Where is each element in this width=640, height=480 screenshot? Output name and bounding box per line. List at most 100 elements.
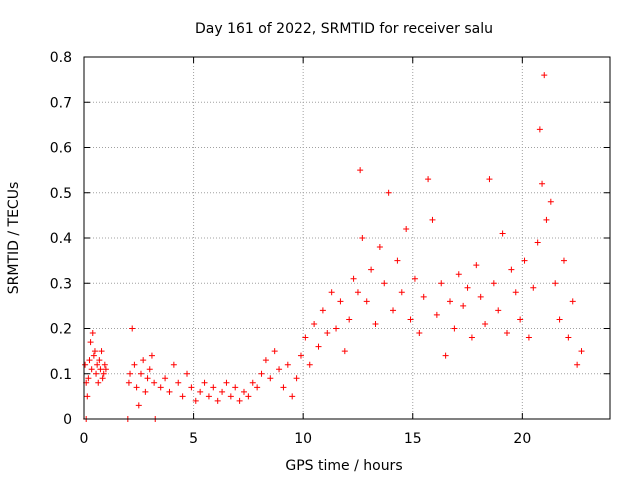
data-point [530,284,537,291]
data-point [254,384,261,391]
data-point [166,388,173,395]
data-point [293,375,300,382]
data-point [99,375,106,382]
data-point [140,357,147,364]
data-point [245,393,252,400]
data-point [129,325,136,332]
data-point [131,361,138,368]
y-tick-label: 0.8 [50,50,72,66]
data-point [468,334,475,341]
axis-ticks: 0 5 10 15 20 0 0.1 0.2 0.3 0.4 0.5 0.6 0.7 0.8 [50,50,610,447]
data-point [499,230,506,237]
data-point [451,325,458,332]
data-point [184,370,191,377]
y-tick-label: 0.5 [50,186,72,202]
data-point [363,298,370,305]
y-tick-label: 0.4 [50,231,72,247]
data-point [337,298,344,305]
data-point [223,379,230,386]
data-point [477,293,484,300]
y-axis-label: SRMTID / TECUs [6,182,22,295]
data-point [284,361,291,368]
data-point [232,384,239,391]
chart-title: Day 161 of 2022, SRMTID for receiver sal… [195,21,493,37]
data-point [267,375,274,382]
data-point [341,348,348,355]
data-point [148,352,155,359]
data-point [543,216,550,223]
data-point [197,388,204,395]
data-point [151,379,158,386]
data-point [394,257,401,264]
data-point [311,320,318,327]
data-point [88,366,95,373]
data-point [490,280,497,287]
data-point [162,375,169,382]
data-point [205,393,212,400]
data-point [525,334,532,341]
data-point [368,266,375,273]
data-point [87,339,94,346]
data-point [324,330,331,337]
gridlines [84,57,610,419]
data-point [578,348,585,355]
data-point [420,293,427,300]
data-point [569,298,576,305]
data-point [464,284,471,291]
data-point [306,361,313,368]
data-point [398,289,405,296]
data-point [93,370,100,377]
data-points [82,72,585,422]
data-point [416,330,423,337]
data-point [219,388,226,395]
data-point [86,357,93,364]
data-point [276,366,283,373]
x-axis-label: GPS time / hours [285,458,402,474]
data-point [442,352,449,359]
data-point [552,280,559,287]
data-point [376,244,383,251]
data-point [262,357,269,364]
data-point [271,348,278,355]
data-point [536,126,543,133]
data-point [144,375,151,382]
data-point [192,397,199,404]
data-point [482,320,489,327]
data-point [503,330,510,337]
data-point [289,393,296,400]
data-point [84,393,91,400]
data-point [539,180,546,187]
data-point [460,302,467,309]
data-point [328,289,335,296]
data-point [512,289,519,296]
data-point [95,379,102,386]
data-point [346,316,353,323]
data-point [556,316,563,323]
data-point [97,366,104,373]
data-point [560,257,567,264]
data-point [425,176,432,183]
data-point [411,275,418,282]
data-point [302,334,309,341]
data-point [433,311,440,318]
data-point [170,361,177,368]
data-point [407,316,414,323]
data-point [565,334,572,341]
data-point [90,352,97,359]
data-point [473,262,480,269]
data-point [125,379,132,386]
data-point [157,384,164,391]
y-tick-label: 0.2 [50,322,72,338]
data-point [319,307,326,314]
data-point [372,320,379,327]
data-point [354,289,361,296]
data-point [210,384,217,391]
data-point [175,379,182,386]
data-point [89,330,96,337]
data-point [574,361,581,368]
data-point [96,357,103,364]
data-point [541,72,548,79]
data-point [101,361,108,368]
x-tick-label: 20 [513,431,531,447]
data-point [100,370,107,377]
